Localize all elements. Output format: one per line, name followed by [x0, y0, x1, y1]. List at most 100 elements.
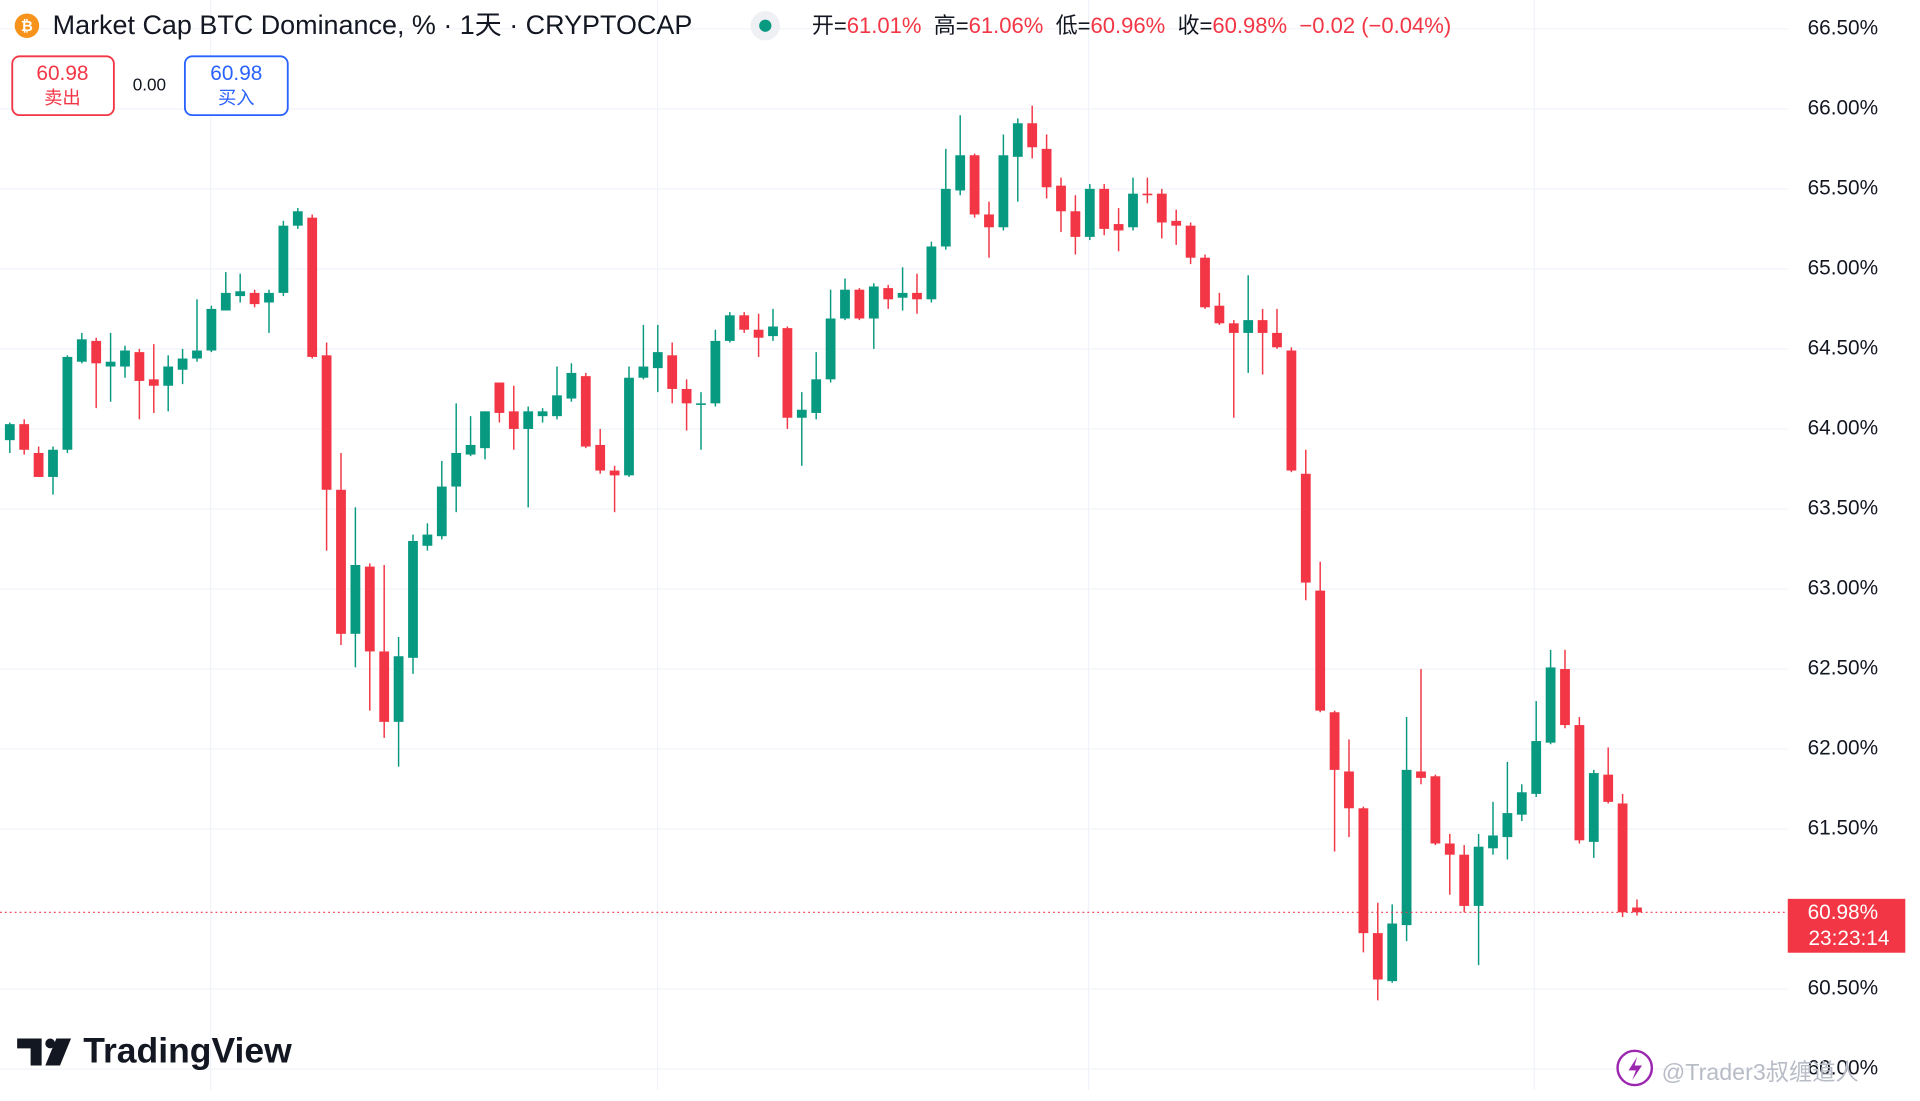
candle-body [220, 292, 231, 311]
candle-body [1200, 257, 1210, 308]
candle-body [480, 411, 490, 449]
ohlc-value: 60.98% [1212, 13, 1287, 38]
candle-body [566, 372, 577, 399]
candle-body [1444, 843, 1455, 855]
candle-body [1430, 776, 1441, 844]
y-tick-label: 62.00% [1808, 737, 1879, 760]
candle-body [854, 289, 865, 319]
candle-body [1358, 808, 1369, 934]
candle-body [1228, 323, 1239, 333]
sell-label: 卖出 [44, 87, 81, 108]
tradingview-logo: TradingView [17, 1031, 292, 1071]
candle-body [523, 411, 534, 429]
price-axis: 60.00% 60.50% 61.50% 62.00% 62.50% 63.00% 63.5… [0, 16, 1906, 1080]
logo-text: TradingView [83, 1031, 292, 1071]
candle-body [1516, 792, 1527, 815]
candle-body [508, 411, 519, 429]
candle-body [1315, 590, 1326, 711]
y-tick-label: 66.00% [1808, 96, 1879, 119]
buy-label: 买入 [218, 87, 255, 108]
candle-body [1372, 933, 1383, 980]
candle-body [1084, 188, 1095, 237]
candle-body [33, 452, 44, 477]
candle-body [1243, 320, 1254, 333]
spread: 0.00 [133, 74, 166, 94]
candle-body [667, 355, 678, 389]
candle-body [1156, 193, 1167, 223]
candle-body [1401, 769, 1412, 926]
logo-dot [45, 1038, 56, 1049]
candle-body [177, 358, 188, 370]
candle-body [1257, 320, 1268, 333]
price-label: 60.98% [1808, 901, 1879, 924]
buy-button[interactable] [183, 55, 289, 117]
sell-button[interactable] [11, 55, 115, 117]
logo-slash [45, 1038, 72, 1066]
candle-body [1214, 305, 1225, 324]
candle-body [48, 449, 58, 477]
candle-body [624, 377, 634, 476]
watermark: @Trader3叔缠道人 [1616, 1049, 1859, 1087]
bitcoin-icon [14, 13, 40, 38]
watermark-text: @Trader3叔缠道人 [1662, 1059, 1859, 1085]
bitcoin-icon-glyph: ₿ [21, 19, 33, 35]
watermark-bolt [1628, 1056, 1643, 1081]
candle-body [595, 444, 606, 471]
candle-body [1171, 220, 1182, 226]
candle-body [1603, 774, 1614, 802]
candle-body [753, 329, 764, 338]
y-tick-label: 63.00% [1808, 577, 1879, 600]
candle-body [955, 155, 966, 191]
candle-body [840, 289, 850, 319]
candle-body [1099, 188, 1110, 229]
candle-body [206, 308, 217, 351]
candle-body [451, 452, 462, 487]
candle-body [552, 395, 562, 417]
candle-body [120, 350, 130, 367]
buy-price: 60.98 [210, 62, 262, 85]
candle-body [249, 292, 260, 305]
candle-body [1027, 123, 1038, 148]
candle-body [4, 424, 15, 441]
ohlc-value: 60.96% [1090, 13, 1165, 38]
candle-body [436, 486, 447, 537]
candle-body [638, 366, 649, 378]
candle-body [609, 470, 620, 476]
ohlc-label: 开= [812, 13, 847, 38]
candle-body [148, 379, 159, 386]
y-tick-label: 63.50% [1808, 496, 1879, 519]
candle-body [1329, 712, 1340, 770]
ohlc-value: 61.06% [969, 13, 1044, 38]
candle-body [768, 326, 778, 337]
candle-body [811, 379, 822, 413]
ohlc-value: 61.01% [847, 13, 922, 38]
candle-body [292, 211, 303, 226]
candle-body [1012, 123, 1023, 157]
candle-body [321, 355, 332, 490]
candle-body [696, 403, 706, 405]
candle-body [1286, 350, 1297, 471]
candle-body [681, 388, 692, 404]
y-tick-label: 61.50% [1808, 817, 1879, 840]
candle-body [350, 564, 361, 634]
candle-body [1574, 725, 1585, 841]
change: −0.02 (−0.04%) [1299, 13, 1451, 38]
candle-body [782, 328, 793, 418]
candle-body [105, 361, 116, 367]
countdown: 23:23:14 [1808, 927, 1889, 950]
candle-body [724, 315, 735, 341]
time-grid [210, 0, 1535, 1090]
candle-body [1128, 193, 1138, 228]
candle-body [336, 489, 346, 634]
candle-body [1473, 846, 1484, 906]
candle-body [984, 214, 994, 228]
candle-body [1502, 813, 1513, 838]
candle-body [897, 292, 908, 298]
candle-body [192, 350, 202, 359]
candle-body [926, 246, 937, 300]
ohlc-label: 高= [934, 13, 969, 38]
sell-price: 60.98 [36, 62, 88, 85]
status-dot [759, 19, 772, 32]
